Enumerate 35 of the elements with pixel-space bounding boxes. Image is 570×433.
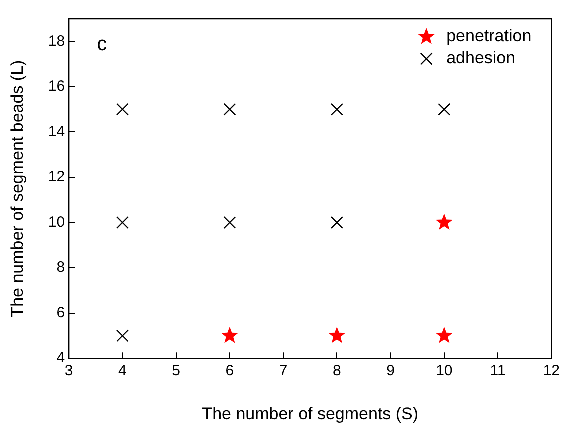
y-tick-label: 10 (48, 214, 66, 231)
point (224, 216, 236, 230)
y-tick-label: 4 (56, 350, 66, 367)
legend-label: penetration (446, 26, 532, 46)
point (436, 326, 453, 344)
x-tick-label: 3 (64, 362, 74, 380)
x-tick-label: 12 (543, 362, 560, 380)
y-tick-label: 6 (56, 304, 66, 322)
x-tick-label: 8 (333, 362, 342, 380)
point (116, 103, 129, 116)
point (436, 214, 453, 230)
x-tick-label: 9 (386, 362, 395, 380)
x-axis-title: The number of segments (S) (202, 404, 419, 424)
y-tick-label: 18 (48, 32, 66, 50)
point (330, 216, 344, 230)
point (224, 103, 236, 116)
x-tick-label: 7 (279, 362, 288, 380)
point (330, 103, 344, 116)
point (328, 326, 346, 344)
point (221, 326, 238, 344)
y-tick-label: 14 (48, 123, 66, 140)
annotation: c (97, 34, 108, 56)
point (116, 330, 129, 342)
y-axis-title: The number of segment beads (L) (8, 60, 27, 318)
x-tick-label: 4 (118, 362, 127, 380)
x-tick-label: 10 (436, 362, 453, 380)
y-tick-label: 16 (48, 78, 66, 96)
x-tick-label: 5 (172, 362, 180, 380)
x-tick-label: 6 (226, 362, 234, 380)
y-tick-label: 8 (56, 259, 66, 276)
x-tick-label: 11 (490, 362, 506, 380)
legend-label: adhesion (446, 48, 516, 68)
y-tick-label: 12 (48, 168, 66, 186)
point (438, 103, 451, 116)
point (116, 216, 129, 230)
